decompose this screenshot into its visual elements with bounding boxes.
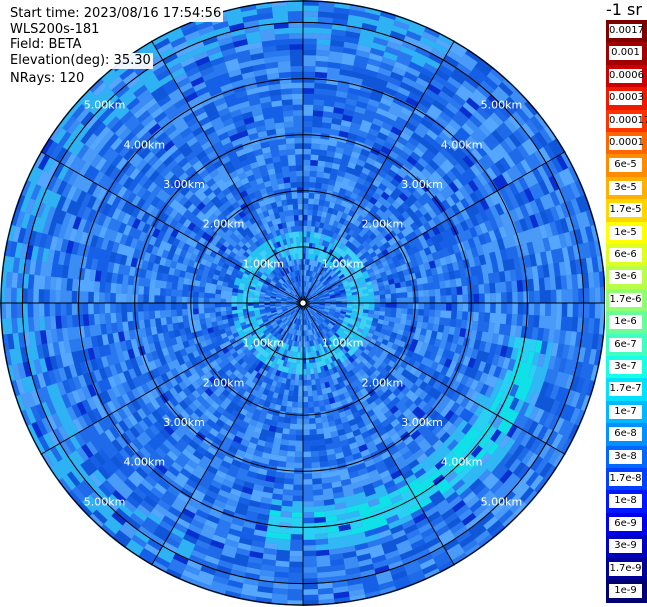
range-label: 5.00km <box>481 495 523 508</box>
azimuth-spoke <box>40 302 304 455</box>
azimuth-spoke <box>302 302 455 566</box>
range-label: 1.00km <box>243 257 285 270</box>
start-time-label: Start time: 2023/08/16 17:54:56 <box>8 6 224 22</box>
range-label: 3.00km <box>163 178 205 191</box>
range-label: 4.00km <box>441 456 483 469</box>
colorbar-label: 3e-8 <box>609 449 642 464</box>
range-gate-cells <box>231 231 374 375</box>
colorbar-label: 1e-7 <box>609 404 642 419</box>
range-label: 3.00km <box>401 416 443 429</box>
colorbar-label: 1e-5 <box>609 225 642 240</box>
range-gate-cells <box>3 0 605 603</box>
nrays-label: NRays: 120 <box>8 71 87 87</box>
colorbar-label: 1e-6 <box>609 315 642 330</box>
colorbar-label: 0.0006 <box>609 68 644 83</box>
colorbar-label: 1e-8 <box>609 494 642 509</box>
range-label: 2.00km <box>203 376 245 389</box>
colorbar-title: -1 sr <box>606 0 642 19</box>
center-marker <box>299 299 307 307</box>
range-label: 5.00km <box>481 99 523 112</box>
range-label: 3.00km <box>401 178 443 191</box>
range-label: 1.00km <box>322 257 364 270</box>
field-label: Field: BETA <box>8 37 84 53</box>
range-label: 2.00km <box>362 218 404 231</box>
range-label: 3.00km <box>163 416 205 429</box>
colorbar-label: 1.7e-5 <box>609 203 642 218</box>
colorbar-label: 1.7e-6 <box>609 292 642 307</box>
colorbar-label: 0.00017 <box>609 113 647 128</box>
colorbar-label: 0.001 <box>609 46 642 61</box>
colorbar-label: 1.7e-7 <box>609 382 642 397</box>
range-label: 1.00km <box>243 337 285 350</box>
colorbar-label: 6e-7 <box>609 337 642 352</box>
azimuth-spoke <box>302 40 455 304</box>
range-gate-cells <box>265 340 543 540</box>
colorbar-label: 3e-7 <box>609 360 642 374</box>
range-gate-cells <box>0 3 603 606</box>
colorbar-label: 6e-5 <box>609 158 642 173</box>
range-label: 2.00km <box>362 376 404 389</box>
azimuth-spoke <box>302 151 566 304</box>
colorbar-label: 6e-8 <box>609 427 642 442</box>
colorbar-label: 1.7e-8 <box>609 472 642 486</box>
range-label: 4.00km <box>124 138 166 151</box>
range-gate-cells <box>7 0 599 606</box>
elevation-label: Elevation(deg): 35.30 <box>8 53 153 69</box>
range-label: 4.00km <box>441 138 483 151</box>
range-label: 1.00km <box>322 337 364 350</box>
colorbar-label: 3e-5 <box>609 180 642 195</box>
polar-grid: 1.00km 1.00km 1.00km 1.00km 2.00km 2.00km 2.00… <box>0 0 605 606</box>
colorbar-label: 6e-6 <box>609 248 642 262</box>
colorbar-label: 0.0017 <box>609 24 644 38</box>
ppi-plot: 1.00km 1.00km 1.00km 1.00km 2.00km 2.00km 2.00… <box>0 0 605 606</box>
colorbar-label: 6e-9 <box>609 516 642 531</box>
range-label: 5.00km <box>84 99 126 112</box>
range-label: 4.00km <box>124 456 166 469</box>
colorbar-label: 0.0001 <box>609 136 644 150</box>
colorbar-label: 0.0003 <box>609 91 644 106</box>
azimuth-spoke <box>151 40 304 304</box>
azimuth-spoke <box>151 302 304 566</box>
colorbar-label: 3e-6 <box>609 270 642 285</box>
range-gate-cells <box>266 336 538 540</box>
azimuth-spoke <box>40 151 304 304</box>
range-label: 5.00km <box>84 495 126 508</box>
range-gate-cells <box>9 7 605 605</box>
azimuth-spoke <box>302 302 566 455</box>
colorbar: 0.0017 0.001 0.0006 0.0003 0.00017 0.0001 6e-5… <box>606 20 647 603</box>
colorbar-label: 1.7e-9 <box>609 561 642 576</box>
range-label: 2.00km <box>203 218 245 231</box>
instrument-label: WLS200s-181 <box>8 22 102 38</box>
colorbar-label: 3e-9 <box>609 539 642 554</box>
range-gate-cells <box>1 3 605 601</box>
colorbar-label: 1e-9 <box>609 584 642 598</box>
